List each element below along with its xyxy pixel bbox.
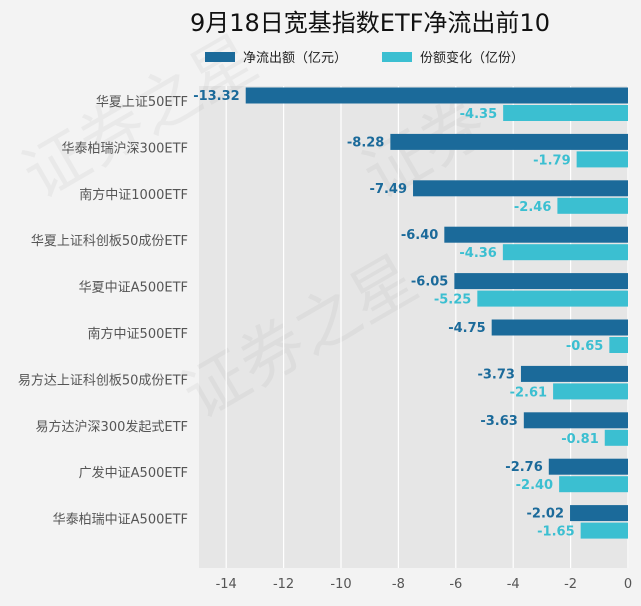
bars: [245, 87, 628, 539]
bar-share-change: [576, 151, 628, 168]
data-label-net-outflow: -4.75: [448, 321, 485, 336]
chart-title: 9月18日宽基指数ETF净流出前10: [190, 9, 550, 37]
category-label: 华夏上证科创板50成份ETF: [31, 234, 188, 249]
category-label: 南方中证500ETF: [88, 326, 188, 342]
data-label-net-outflow: -3.73: [477, 367, 514, 382]
data-label-share-change: -4.36: [459, 246, 496, 261]
x-tick-label: -6: [449, 577, 462, 592]
bar-net-outflow: [523, 412, 628, 429]
bar-share-change: [557, 197, 628, 214]
value-labels: -13.32 -4.35 -8.28 -1.79 -7.49 -2.46 -6.40 -4.3…: [193, 89, 603, 540]
x-tick-label: 0: [624, 577, 632, 592]
data-label-share-change: -4.35: [460, 107, 497, 122]
data-label-net-outflow: -2.76: [505, 460, 542, 475]
legend: 净流出额（亿元） 份额变化（亿份）: [205, 50, 524, 66]
bar-share-change: [609, 337, 628, 353]
data-label-share-change: -0.65: [566, 339, 603, 354]
legend-swatch-share-change: [382, 52, 412, 62]
bar-net-outflow: [548, 458, 628, 475]
bar-share-change: [477, 290, 628, 307]
data-label-net-outflow: -6.40: [401, 228, 438, 243]
bar-net-outflow: [491, 319, 628, 336]
data-label-share-change: -2.61: [510, 385, 547, 400]
data-label-share-change: -1.65: [537, 525, 574, 540]
category-label: 易方达沪深300发起式ETF: [36, 419, 188, 435]
bar-net-outflow: [520, 365, 628, 382]
category-labels: 华夏上证50ETF 华泰柏瑞沪深300ETF 南方中证1000ETF 华夏上证科创板5…: [18, 95, 188, 528]
bar-net-outflow: [390, 133, 628, 150]
category-label: 华夏上证50ETF: [96, 95, 188, 110]
bar-share-change: [553, 383, 628, 400]
bar-net-outflow: [444, 226, 628, 243]
x-tick-label: -2: [564, 577, 577, 592]
legend-item-net-outflow: 净流出额（亿元）: [205, 51, 347, 66]
x-tick-label: -8: [392, 577, 405, 592]
data-label-net-outflow: -8.28: [347, 135, 384, 150]
data-label-share-change: -5.25: [434, 293, 471, 308]
category-label: 南方中证1000ETF: [79, 187, 188, 203]
x-tick-label: -12: [273, 577, 294, 592]
x-tick-label: -14: [216, 577, 237, 592]
data-label-share-change: -0.81: [561, 432, 598, 447]
legend-label-share-change: 份额变化（亿份）: [420, 50, 524, 66]
x-tick-label: -10: [330, 577, 351, 592]
data-label-share-change: -2.46: [514, 200, 551, 215]
category-label: 华泰柏瑞中证A500ETF: [53, 513, 188, 528]
data-label-share-change: -2.40: [516, 478, 553, 493]
bar-share-change: [559, 476, 628, 493]
bar-net-outflow: [454, 273, 628, 290]
legend-swatch-net-outflow: [205, 52, 235, 62]
category-label: 华夏中证A500ETF: [79, 281, 188, 296]
data-label-share-change: -1.79: [533, 153, 570, 168]
x-tick-label: -4: [507, 577, 520, 592]
data-label-net-outflow: -13.32: [193, 89, 240, 104]
bar-net-outflow: [245, 87, 628, 104]
legend-label-net-outflow: 净流出额（亿元）: [243, 51, 347, 66]
x-tick-labels: -14 -12 -10 -8 -6 -4 -2 0: [216, 577, 633, 592]
bar-net-outflow: [413, 180, 628, 197]
bar-share-change: [502, 244, 628, 261]
data-label-net-outflow: -6.05: [411, 275, 448, 290]
bar-share-change: [503, 105, 628, 121]
bar-share-change: [604, 429, 628, 446]
bar-share-change: [580, 522, 628, 539]
data-label-net-outflow: -2.02: [527, 507, 564, 522]
category-label: 华泰柏瑞沪深300ETF: [62, 140, 188, 156]
legend-item-share-change: 份额变化（亿份）: [382, 50, 524, 66]
category-label: 广发中证A500ETF: [79, 465, 188, 481]
data-label-net-outflow: -7.49: [370, 182, 407, 197]
bar-net-outflow: [570, 505, 628, 522]
data-label-net-outflow: -3.63: [480, 414, 517, 429]
category-label: 易方达上证科创板50成份ETF: [18, 372, 188, 388]
